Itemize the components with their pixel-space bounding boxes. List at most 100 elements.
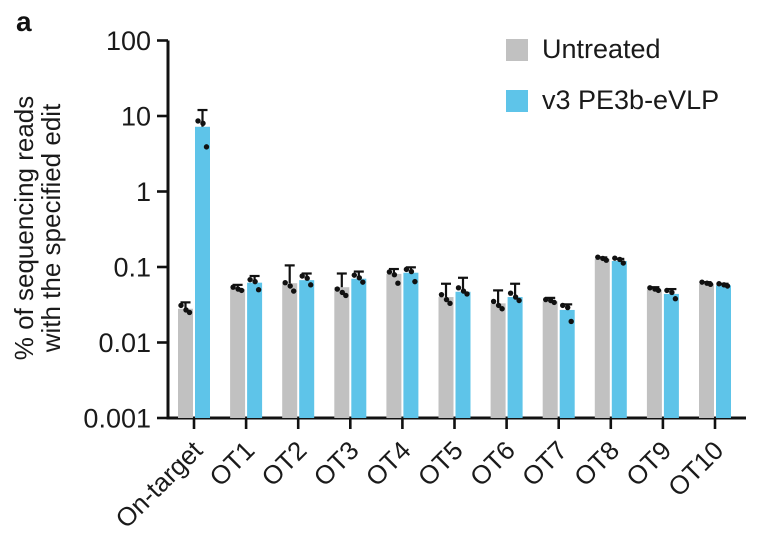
data-point (351, 272, 357, 278)
bar-untreated-ot5 (438, 297, 454, 418)
bar-v3-ot9 (663, 293, 679, 418)
legend-item-untreated: Untreated (506, 36, 719, 63)
data-point (299, 273, 305, 279)
x-tick-label: OT4 (360, 435, 417, 492)
data-point (560, 302, 566, 309)
data-point (195, 118, 201, 124)
x-tick-label: OT7 (516, 435, 573, 492)
data-point (512, 294, 519, 300)
bar-untreated-ot8 (594, 258, 610, 418)
bar-v3-ot6 (507, 297, 523, 418)
data-point (724, 283, 731, 289)
data-point (612, 255, 618, 261)
bar-untreated-ot3 (334, 287, 350, 418)
x-tick-label: OT6 (464, 435, 521, 492)
data-point (568, 318, 574, 325)
data-point (408, 268, 415, 275)
bar-v3-on-target (195, 126, 210, 418)
x-tick-label: OT8 (568, 435, 625, 492)
data-point (334, 286, 340, 292)
y-tick-label: 10 (121, 102, 151, 132)
data-point (252, 278, 258, 285)
bar-v3-ot2 (299, 280, 315, 418)
x-tick-label: OT5 (412, 435, 469, 492)
data-point (507, 290, 514, 296)
data-point (291, 288, 297, 294)
x-tick-label: OT3 (308, 435, 365, 492)
data-point (620, 260, 626, 266)
data-point (255, 287, 262, 293)
data-point (356, 275, 362, 281)
legend-label-v3-pe3b-evlp: v3 PE3b-eVLP (542, 85, 720, 115)
data-point (464, 291, 470, 297)
data-point (386, 269, 393, 275)
bar-untreated-ot6 (490, 303, 506, 418)
data-point (490, 298, 497, 305)
legend-swatch-v3-pe3b-evlp (506, 89, 528, 112)
data-point (238, 287, 245, 294)
bar-v3-ot1 (247, 282, 263, 418)
data-point (655, 287, 662, 294)
data-point (186, 309, 193, 316)
data-point (304, 275, 310, 281)
data-point (178, 302, 184, 309)
data-point (699, 279, 705, 285)
bar-v3-ot8 (611, 261, 627, 418)
data-point (391, 272, 398, 278)
data-point (455, 285, 462, 291)
data-point (200, 120, 206, 127)
x-tick-label: On-target (109, 434, 208, 533)
data-point (603, 257, 609, 263)
panel-label: a (16, 6, 32, 37)
y-tick-label: 0.001 (83, 404, 151, 434)
data-point (412, 278, 418, 285)
data-point (443, 296, 450, 303)
x-tick-label: OT1 (203, 435, 260, 492)
y-tick-label: 1 (136, 177, 151, 207)
bar-untreated-ot9 (646, 289, 662, 418)
bar-untreated-ot10 (699, 283, 714, 418)
legend: Untreated v3 PE3b-eVLP (506, 36, 719, 138)
data-point (360, 279, 366, 285)
y-axis-title: % of sequencing readswith the specified … (9, 96, 66, 361)
bar-v3-ot5 (455, 291, 471, 418)
x-tick-label: OT10 (662, 435, 729, 502)
data-point (287, 283, 293, 289)
data-point (230, 284, 236, 290)
bar-v3-ot7 (559, 309, 575, 418)
data-point (551, 299, 557, 306)
data-point (438, 291, 445, 298)
data-point (707, 281, 714, 288)
data-point (543, 296, 549, 303)
legend-swatch-untreated (506, 38, 528, 61)
data-point (282, 279, 288, 286)
bar-untreated-ot1 (230, 289, 246, 418)
data-point (308, 282, 314, 288)
data-point (395, 280, 401, 286)
data-point (565, 304, 571, 311)
y-tick-label: 0.1 (113, 253, 151, 283)
bar-untreated-ot7 (542, 301, 558, 418)
data-point (247, 276, 253, 283)
bar-v3-ot3 (351, 278, 367, 418)
data-point (447, 300, 453, 307)
data-point (669, 289, 675, 296)
data-point (499, 306, 505, 312)
bar-untreated-ot2 (282, 283, 298, 418)
y-tick-label: 100 (106, 26, 151, 56)
bar-untreated-ot4 (386, 273, 402, 418)
data-point (203, 144, 210, 150)
data-point (495, 302, 502, 309)
data-point (716, 281, 722, 287)
data-point (516, 297, 522, 304)
legend-label-untreated: Untreated (542, 34, 661, 64)
bar-untreated-on-target (178, 308, 193, 418)
data-point (343, 292, 349, 299)
y-tick-label: 0.01 (98, 328, 151, 358)
data-point (664, 287, 670, 294)
data-point (403, 266, 410, 273)
data-point (672, 296, 679, 302)
data-point (617, 256, 623, 263)
